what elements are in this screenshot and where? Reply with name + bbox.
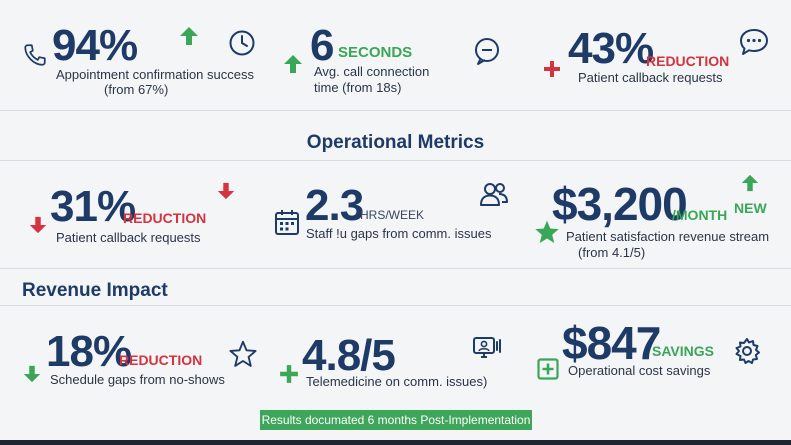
star-filled-icon [534,219,560,245]
arrow-down-icon [28,215,48,235]
stat-value-telemedicine: 4.8/5 [302,331,396,380]
plus-square-icon [537,358,559,380]
calendar-icon [274,208,300,236]
chat-bubble-icon [472,36,502,66]
arrow-down-icon [22,364,42,384]
bottom-border [0,440,791,445]
stat-value-connection: 6 [310,21,335,70]
plus-icon [279,364,299,384]
stat-desc-confirmation: Appointment confirmation success [56,67,254,82]
stat-unit-reduction: REDUCTION [119,352,203,368]
arrow-down-icon [216,181,236,201]
clock-icon [228,29,256,57]
phone-icon [22,42,48,68]
stat-desc-cost-savings: Operational cost savings [568,363,711,378]
stat-unit-hrs-week: HRS/WEEK [360,208,425,222]
stat-unit-reduction: REDUCTION [123,210,207,226]
new-badge: NEW [734,200,767,216]
stat-desc-callback-top: Patient callback requests [578,70,723,85]
section-title-operational: Operational Metrics [306,132,485,153]
gear-icon [732,336,762,366]
stat-value-cost-savings: $847 [562,317,661,369]
stat-desc-telemedicine: Telemedicine on comm. issues) [306,374,488,389]
stat-desc-confirmation-sub: (from 67%) [104,82,169,97]
stat-value-callback: 31% [50,182,136,231]
stat-desc-connection: Avg. call connection [314,64,430,79]
plus-icon [543,60,561,78]
stat-unit-seconds: SECONDS [338,44,413,61]
stat-desc-schedule-gaps: Schedule gaps from no-shows [50,372,225,387]
users-icon [478,180,510,208]
stat-value-schedule-gaps: 18% [46,327,132,376]
stat-value-revenue-stream: $3,200 [552,178,688,230]
stat-value-callback-top: 43% [568,24,654,73]
stat-value-confirmation: 94% [52,21,138,70]
section-title-revenue: Revenue Impact [22,280,168,301]
footer-note: Results documated 6 months Post-Implemen… [260,410,532,430]
stat-unit-month: /MONTH [672,207,728,223]
stat-unit-reduction: REDUCTION [646,53,730,69]
arrow-up-icon [282,53,304,75]
stat-desc-callback: Patient callback requests [56,230,201,245]
stat-desc-staff-hours: Staff ǃu gaps from comm. issues [306,226,492,241]
stat-desc-revenue-stream-sub: (from 4.1/5) [578,245,646,260]
video-call-icon [472,336,504,362]
stat-desc-revenue-stream: Patient satisfaction revenue stream [566,229,770,244]
speech-bubble-icon [738,27,770,57]
stat-unit-savings: SAVINGS [652,343,714,359]
stat-desc-connection-sub: time (from 18s) [314,80,402,95]
arrow-up-icon [178,25,200,47]
star-outline-icon [229,340,257,368]
arrow-up-icon [740,173,760,193]
stat-value-staff-hours: 2.3 [305,181,364,230]
